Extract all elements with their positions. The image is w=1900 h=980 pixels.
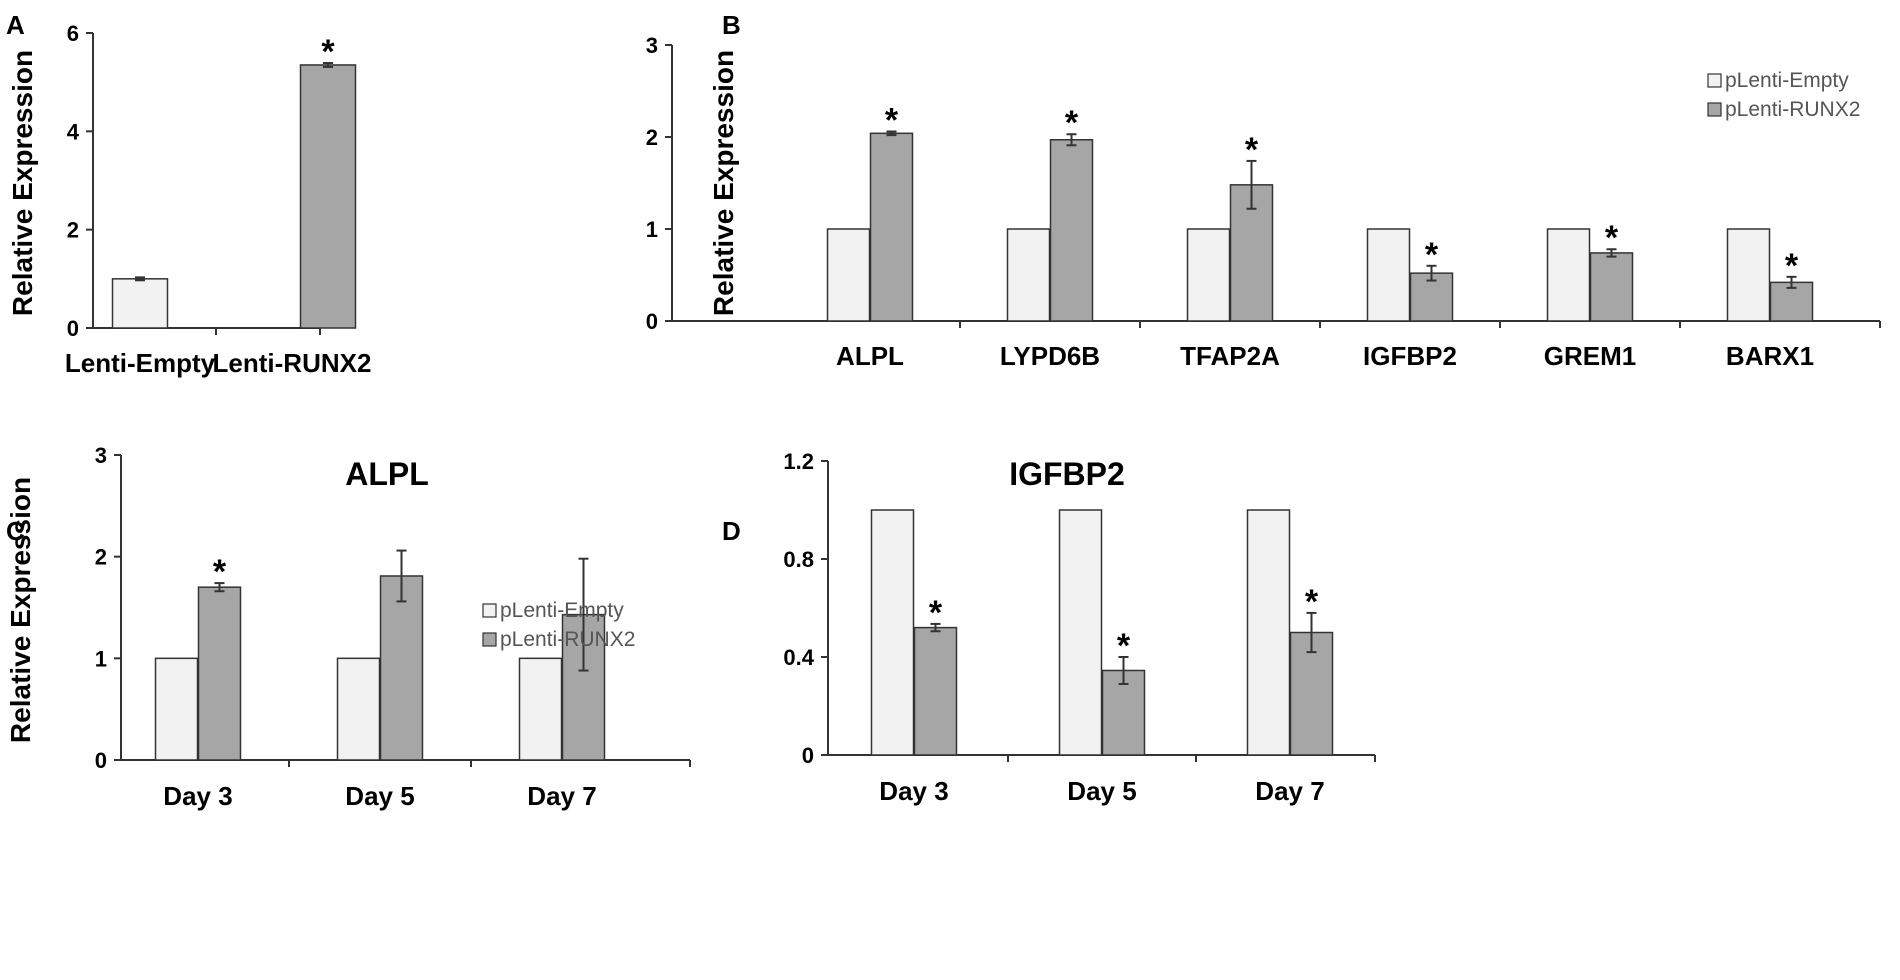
significance-star-a: * xyxy=(321,33,335,71)
bar-d-series-0 xyxy=(870,509,915,756)
x-tick-label-b: LYPD6B xyxy=(1000,341,1100,371)
x-tick-label-b: GREM1 xyxy=(1544,341,1636,371)
bar-b-series-0 xyxy=(1186,228,1231,322)
legend-label-b: pLenti-Empty xyxy=(1725,69,1849,92)
panel-letter-d: D xyxy=(722,516,741,546)
bar-b-series-1 xyxy=(1049,139,1094,322)
bar-c-series-1 xyxy=(379,575,424,761)
legend-label-c: pLenti-Empty xyxy=(500,599,624,622)
y-tick-label-a: 4 xyxy=(67,119,80,144)
bar-c-series-0 xyxy=(336,657,381,761)
y-axis-label-c: Relative Expression xyxy=(5,477,36,743)
x-tick-label-c: Day 3 xyxy=(163,781,232,811)
legend-label-b: pLenti-RUNX2 xyxy=(1725,98,1860,121)
x-tick-label-c: Day 5 xyxy=(345,781,414,811)
x-tick-label-b: TFAP2A xyxy=(1180,341,1280,371)
bar-b-series-1 xyxy=(1589,252,1634,322)
y-tick-label-d: 0.8 xyxy=(783,547,814,572)
x-tick-label-d: Day 3 xyxy=(879,776,948,806)
y-tick-label-b: 2 xyxy=(646,125,658,150)
x-tick-label-c: Day 7 xyxy=(527,781,596,811)
bar-b-series-0 xyxy=(1546,228,1591,322)
significance-star-d: * xyxy=(1117,627,1131,665)
x-tick-label-a: Lenti-Empty xyxy=(65,348,216,378)
significance-star-b: * xyxy=(1605,219,1619,257)
y-tick-label-d: 0.4 xyxy=(783,645,814,670)
y-tick-label-a: 2 xyxy=(67,218,79,243)
x-tick-label-d: Day 5 xyxy=(1067,776,1136,806)
legend-swatch-b xyxy=(1707,73,1722,88)
significance-star-c: * xyxy=(213,553,227,591)
x-tick-label-b: BARX1 xyxy=(1726,341,1814,371)
bar-b-series-1 xyxy=(869,132,914,322)
legend-swatch-b xyxy=(1707,102,1722,117)
y-tick-label-c: 0 xyxy=(95,748,107,773)
bar-c-series-0 xyxy=(154,657,199,761)
x-tick-label-b: IGFBP2 xyxy=(1363,341,1457,371)
significance-star-b: * xyxy=(885,101,899,139)
significance-star-b: * xyxy=(1425,236,1439,274)
y-axis-label-a: Relative Expression xyxy=(7,50,38,316)
y-tick-label-b: 3 xyxy=(646,33,658,58)
legend-swatch-c xyxy=(482,603,497,618)
significance-star-b: * xyxy=(1245,131,1259,169)
y-tick-label-b: 1 xyxy=(646,217,658,242)
bar-d-series-1 xyxy=(913,626,958,756)
x-tick-label-a: Lenti-RUNX2 xyxy=(213,348,372,378)
bar-b-series-0 xyxy=(1366,228,1411,322)
x-tick-label-d: Day 7 xyxy=(1255,776,1324,806)
bar-b-series-0 xyxy=(1006,228,1051,322)
bar-a-category-1 xyxy=(299,64,357,329)
significance-star-d: * xyxy=(1305,583,1319,621)
legend-label-c: pLenti-RUNX2 xyxy=(500,628,635,651)
bar-c-series-0 xyxy=(518,657,563,761)
bar-b-series-0 xyxy=(1726,228,1771,322)
significance-star-b: * xyxy=(1785,247,1799,285)
bar-b-series-0 xyxy=(826,228,871,322)
y-tick-label-c: 2 xyxy=(95,545,107,570)
y-tick-label-d: 0 xyxy=(802,743,814,768)
panel-letter-b: B xyxy=(722,10,741,40)
bar-d-series-0 xyxy=(1058,509,1103,756)
y-tick-label-b: 0 xyxy=(646,309,658,334)
bar-a-category-0 xyxy=(111,278,169,329)
significance-star-b: * xyxy=(1065,104,1079,142)
x-tick-label-b: ALPL xyxy=(836,341,904,371)
legend-swatch-c xyxy=(482,632,497,647)
significance-star-d: * xyxy=(929,594,943,632)
chart-title-d: IGFBP2 xyxy=(1009,456,1125,492)
y-axis-label-b: Relative Expression xyxy=(708,50,739,316)
panel-letter-a: A xyxy=(6,10,25,40)
bar-d-series-0 xyxy=(1246,509,1291,756)
bar-c-series-1 xyxy=(197,586,242,761)
chart-title-c: ALPL xyxy=(345,456,429,492)
y-tick-label-d: 1.2 xyxy=(783,449,814,474)
y-tick-label-a: 6 xyxy=(67,21,79,46)
y-tick-label-c: 1 xyxy=(95,646,107,671)
y-tick-label-a: 0 xyxy=(67,316,79,341)
panel-letter-c: C xyxy=(6,516,25,546)
y-tick-label-c: 3 xyxy=(95,443,107,468)
